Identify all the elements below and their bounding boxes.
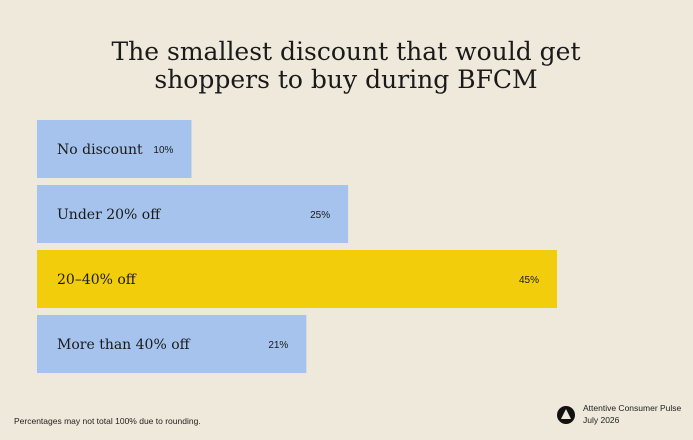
footnote: Percentages may not total 100% due to ro…: [14, 416, 201, 426]
category-label: 20–40% off: [57, 272, 137, 288]
brand-date: July 2026: [583, 415, 620, 425]
category-label: No discount: [57, 142, 143, 158]
brand-logo: [557, 406, 575, 424]
brand-name: Attentive Consumer Pulse: [583, 403, 682, 413]
bar: [37, 185, 349, 243]
bar: [37, 120, 192, 178]
chart-title: The smallest discount that would get shop…: [111, 37, 580, 94]
value-label: 25%: [310, 210, 330, 221]
value-label: 10%: [153, 145, 173, 156]
bar: [37, 250, 557, 308]
value-label: 21%: [268, 340, 288, 351]
category-label: Under 20% off: [57, 207, 161, 223]
category-label: More than 40% off: [57, 337, 191, 353]
value-label: 45%: [519, 275, 539, 286]
bar: [37, 315, 307, 373]
